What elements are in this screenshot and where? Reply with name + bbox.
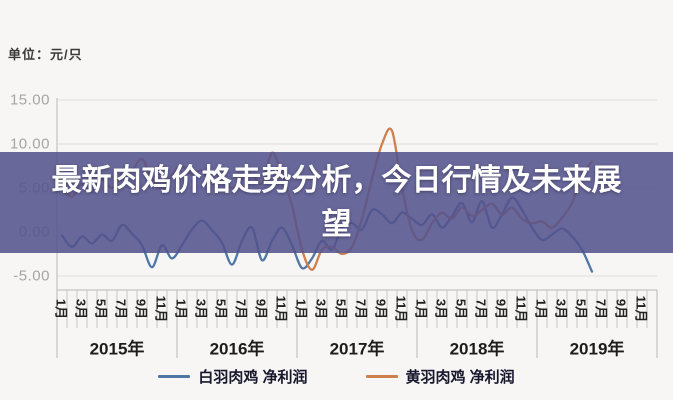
month-tick-label: 3月 (433, 298, 449, 320)
month-tick-label: 11月 (393, 295, 409, 323)
month-tick-label: 5月 (93, 298, 109, 320)
month-tick-label: 9月 (253, 298, 269, 320)
month-tick-label: 1月 (173, 298, 189, 320)
y-tick-label: -5.00 (13, 267, 50, 285)
chart-legend: 白羽肉鸡 净利润 黄羽肉鸡 净利润 (0, 366, 673, 387)
year-tick-label: 2016年 (209, 339, 265, 359)
month-tick-label: 7月 (233, 298, 249, 320)
month-tick-label: 11月 (273, 295, 289, 323)
headline-line-1: 最新肉鸡价格走势分析，今日行情及未来展 (51, 163, 622, 197)
headline-overlay-banner: 最新肉鸡价格走势分析，今日行情及未来展 望 (0, 152, 673, 253)
month-tick-label: 9月 (613, 298, 629, 320)
month-tick-label: 11月 (633, 295, 649, 323)
legend-label-yellow-broiler: 黄羽肉鸡 净利润 (405, 369, 515, 386)
month-tick-label: 9月 (373, 298, 389, 320)
month-tick-label: 1月 (53, 298, 69, 320)
year-tick-label: 2015年 (89, 339, 145, 359)
month-tick-label: 1月 (293, 298, 309, 320)
y-tick-label: 10.00 (9, 135, 50, 153)
y-tick-label: 15.00 (9, 91, 50, 109)
month-tick-label: 9月 (493, 298, 509, 320)
year-tick-label: 2018年 (449, 339, 505, 359)
month-tick-label: 9月 (133, 298, 149, 320)
legend-item-yellow-broiler: 黄羽肉鸡 净利润 (365, 366, 515, 387)
month-tick-label: 1月 (533, 298, 549, 320)
year-tick-label: 2019年 (569, 339, 625, 359)
month-tick-label: 1月 (413, 298, 429, 320)
legend-item-white-broiler: 白羽肉鸡 净利润 (158, 366, 308, 387)
month-tick-label: 3月 (73, 298, 89, 320)
month-tick-label: 5月 (333, 298, 349, 320)
month-tick-label: 11月 (513, 295, 529, 323)
month-tick-label: 7月 (353, 298, 369, 320)
year-tick-label: 2017年 (329, 339, 385, 359)
white-broiler-line-swatch (158, 375, 191, 378)
month-tick-label: 3月 (553, 298, 569, 320)
yellow-broiler-line-swatch (365, 375, 398, 378)
month-tick-label: 7月 (113, 298, 129, 320)
headline-line-2: 望 (321, 207, 352, 241)
month-tick-label: 3月 (313, 298, 329, 320)
month-tick-label: 5月 (213, 298, 229, 320)
month-tick-label: 11月 (153, 295, 169, 323)
month-tick-label: 3月 (193, 298, 209, 320)
month-tick-label: 7月 (473, 298, 489, 320)
month-tick-label: 5月 (453, 298, 469, 320)
legend-label-white-broiler: 白羽肉鸡 净利润 (198, 369, 308, 386)
unit-label: 单位：元/只 (8, 47, 83, 62)
month-tick-label: 7月 (593, 298, 609, 320)
month-tick-label: 5月 (573, 298, 589, 320)
